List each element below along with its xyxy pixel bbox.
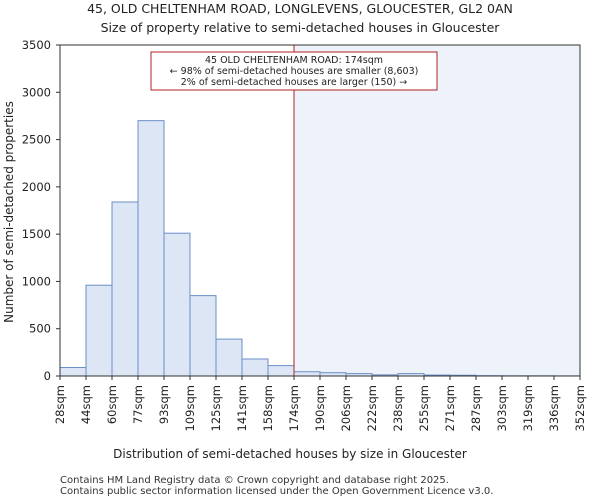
annotation-line-2: ← 98% of semi-detached houses are smalle… [170, 66, 419, 77]
bar-44sqm [85, 284, 113, 377]
x-tick-label: 222sqm [365, 385, 379, 431]
y-tick-label: 3000 [22, 85, 51, 99]
x-tick-label: 141sqm [235, 385, 249, 431]
bar-158sqm [267, 365, 295, 377]
y-tick-label: 2000 [22, 180, 51, 194]
bars-group [59, 120, 581, 377]
y-tick-label: 2500 [22, 133, 51, 147]
x-tick-label: 93sqm [157, 385, 171, 424]
bar-125sqm [215, 338, 243, 377]
x-tick-label: 77sqm [131, 385, 145, 424]
bar-28sqm [59, 366, 87, 377]
bar-93sqm [163, 232, 191, 377]
annotation-box: 45 OLD CHELTENHAM ROAD: 174sqm ← 98% of … [150, 51, 438, 91]
x-tick-label: 44sqm [79, 385, 93, 424]
bar-77sqm [137, 120, 165, 377]
y-tick-label: 1000 [22, 274, 51, 288]
larger-properties-region [294, 45, 580, 376]
y-tick-label: 3500 [22, 38, 51, 52]
x-tick-label: 109sqm [183, 385, 197, 431]
y-tick-label: 0 [44, 369, 51, 383]
x-tick-label: 206sqm [339, 385, 353, 431]
x-tick-label: 174sqm [287, 385, 301, 431]
x-tick-label: 271sqm [443, 385, 457, 431]
x-axis-label: Distribution of semi-detached houses by … [113, 447, 467, 461]
y-tick-label: 1500 [22, 227, 51, 241]
x-tick-label: 287sqm [469, 385, 483, 431]
x-axis-ticks: 28sqm 44sqm 60sqm 77sqm 93sqm 109sqm 125sqm 141… [53, 376, 587, 431]
bar-141sqm [241, 358, 269, 377]
bar-109sqm [189, 295, 217, 377]
y-axis-ticks: 0 500 1000 1500 2000 2500 3000 3500 [22, 38, 60, 383]
x-tick-label: 255sqm [417, 385, 431, 431]
x-tick-label: 336sqm [547, 385, 561, 431]
x-tick-label: 352sqm [573, 385, 587, 431]
y-tick-label: 500 [29, 322, 51, 336]
annotation-line-3: 2% of semi-detached houses are larger (1… [181, 77, 408, 88]
x-tick-label: 60sqm [105, 385, 119, 424]
x-tick-label: 158sqm [261, 385, 275, 431]
x-tick-label: 28sqm [53, 385, 67, 424]
chart-subtitle: Size of property relative to semi-detach… [101, 20, 501, 35]
x-tick-label: 190sqm [313, 385, 327, 431]
chart-title: 45, OLD CHELTENHAM ROAD, LONGLEVENS, GLO… [87, 1, 513, 16]
x-tick-label: 303sqm [495, 385, 509, 431]
footer-line-2: Contains public sector information licen… [60, 486, 493, 497]
y-axis-label: Number of semi-detached properties [2, 101, 16, 323]
bar-60sqm [111, 201, 139, 377]
footer-line-1: Contains HM Land Registry data © Crown c… [60, 475, 449, 486]
x-tick-label: 319sqm [521, 385, 535, 431]
annotation-frame [150, 51, 438, 91]
x-tick-label: 238sqm [391, 385, 405, 431]
x-tick-label: 125sqm [209, 385, 223, 431]
annotation-line-1: 45 OLD CHELTENHAM ROAD: 174sqm [205, 55, 383, 66]
bar-174sqm [293, 371, 321, 377]
